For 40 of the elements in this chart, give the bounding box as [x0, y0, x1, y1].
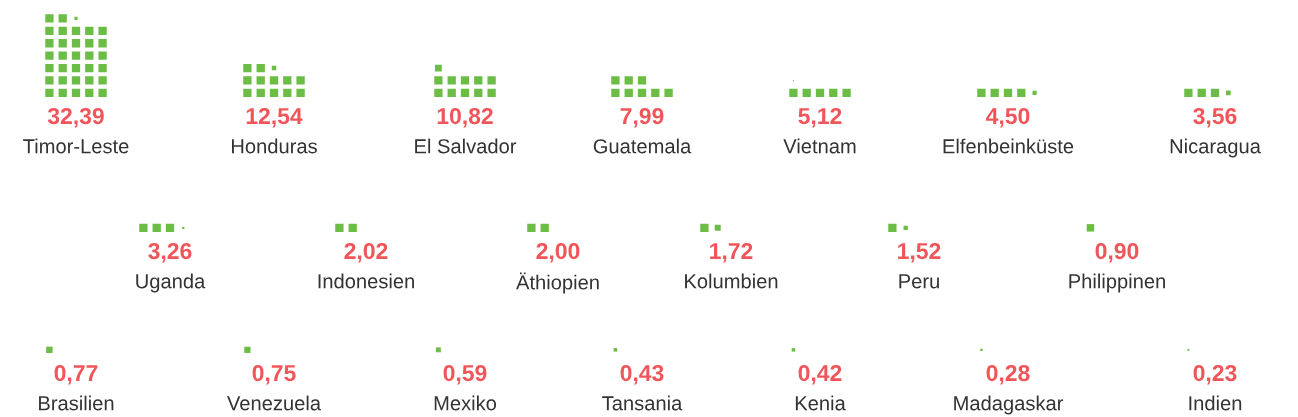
data-label: 0,75 [252, 364, 296, 385]
data-label: 0,43 [620, 364, 664, 385]
data-label: 10,82 [437, 107, 493, 128]
data-label: 2,02 [344, 242, 388, 263]
category-label: Mexiko [434, 395, 497, 411]
data-label: 0,59 [443, 364, 487, 385]
category-label: Guatemala [593, 138, 692, 154]
category-label: Venezuela [227, 395, 322, 411]
data-label: 0,42 [798, 364, 842, 385]
category-label: Timor-Leste [23, 138, 129, 154]
data-label: 0,90 [1095, 242, 1139, 263]
category-label: Vietnam [783, 138, 856, 154]
category-label: Kolumbien [685, 273, 778, 289]
data-label: 12,54 [246, 107, 303, 128]
category-label: Äthiopien [516, 272, 599, 294]
data-label: 4,50 [986, 107, 1030, 128]
category-label: El Salvador [415, 138, 517, 154]
data-label: 3,56 [1193, 107, 1237, 128]
data-label: 1,52 [898, 242, 941, 263]
data-label: 3,26 [148, 242, 192, 263]
category-label: Philippinen [1069, 273, 1165, 293]
data-label: 1,72 [710, 242, 753, 263]
category-label: Nicaragua [1170, 138, 1261, 158]
category-label: Uganda [136, 273, 206, 293]
data-label: 32,39 [47, 107, 104, 128]
category-label: Indonesien [318, 273, 414, 289]
data-label: 0,77 [54, 364, 98, 385]
data-label: 0,23 [1193, 364, 1237, 385]
category-label: Madagaskar [954, 395, 1064, 415]
data-label: 2,00 [536, 242, 580, 263]
category-label: Brasilien [39, 395, 114, 411]
category-label: Peru [899, 274, 939, 289]
category-label: Kenia [795, 395, 846, 411]
data-label: 7,99 [620, 107, 664, 128]
category-label: Elfenbeinküste [943, 138, 1074, 154]
category-label: Indien [1189, 395, 1242, 411]
data-label: 0,28 [986, 364, 1030, 385]
data-label: 5,12 [798, 107, 842, 128]
category-label: Tansania [602, 395, 683, 411]
category-label: Honduras [231, 138, 317, 154]
